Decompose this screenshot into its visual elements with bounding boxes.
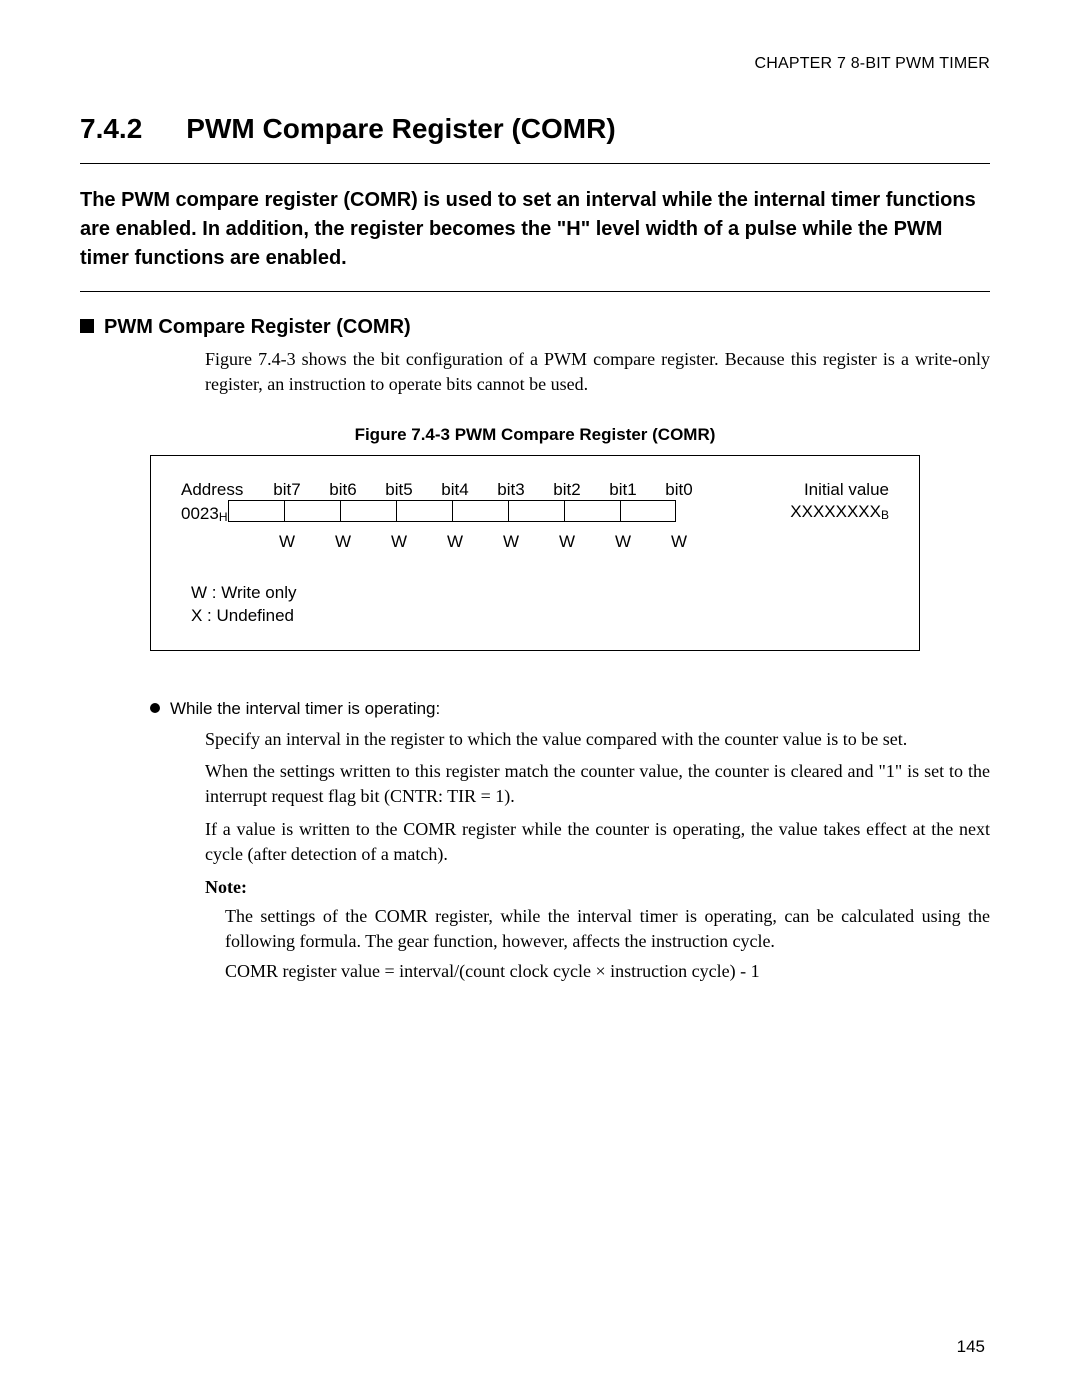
paragraph: When the settings written to this regist… — [205, 759, 990, 809]
rw-cell: W — [539, 532, 595, 552]
section-title: PWM Compare Register (COMR) — [186, 113, 615, 145]
rw-cell: W — [483, 532, 539, 552]
section-number: 7.4.2 — [80, 113, 142, 145]
figure-caption: Figure 7.4-3 PWM Compare Register (COMR) — [80, 425, 990, 445]
figure-legend: W : Write only X : Undefined — [191, 582, 889, 628]
bit-box — [564, 500, 620, 522]
running-header: CHAPTER 7 8-BIT PWM TIMER — [80, 55, 990, 73]
circle-bullet-icon — [150, 703, 160, 713]
bit-box — [620, 500, 676, 522]
bit-label: bit1 — [595, 480, 651, 500]
register-figure: Address bit7 bit6 bit5 bit4 bit3 bit2 bi… — [150, 455, 920, 651]
subheading: PWM Compare Register (COMR) — [80, 316, 990, 339]
bit-label-row: Address bit7 bit6 bit5 bit4 bit3 bit2 bi… — [181, 480, 889, 500]
bit-box — [340, 500, 396, 522]
page: CHAPTER 7 8-BIT PWM TIMER 7.4.2 PWM Comp… — [0, 0, 1080, 1397]
bit-label: bit3 — [483, 480, 539, 500]
description-1: Figure 7.4-3 shows the bit configuration… — [205, 347, 990, 397]
address-value-text: 0023 — [181, 504, 219, 523]
bit-label: bit7 — [259, 480, 315, 500]
bit-label: bit6 — [315, 480, 371, 500]
legend-w: W : Write only — [191, 582, 889, 605]
address-value: 0023H — [181, 504, 228, 524]
rw-cell: W — [651, 532, 707, 552]
rw-cell: W — [371, 532, 427, 552]
bullet-text: While the interval timer is operating: — [170, 699, 440, 718]
paragraph: Specify an interval in the register to w… — [205, 727, 990, 752]
bit-box — [452, 500, 508, 522]
bit-label: bit0 — [651, 480, 707, 500]
bit-boxes — [228, 500, 676, 522]
rw-cell: W — [595, 532, 651, 552]
rule-top — [80, 163, 990, 164]
initial-value-text: XXXXXXXX — [790, 502, 881, 521]
note-label: Note: — [205, 877, 990, 898]
note-paragraph: The settings of the COMR register, while… — [225, 904, 990, 954]
rw-cell: W — [427, 532, 483, 552]
initial-value: XXXXXXXXB — [676, 502, 890, 522]
address-label: Address — [181, 480, 259, 500]
intro-paragraph: The PWM compare register (COMR) is used … — [80, 186, 990, 273]
paragraph: If a value is written to the COMR regist… — [205, 817, 990, 867]
page-number: 145 — [957, 1337, 985, 1357]
rw-cell: W — [315, 532, 371, 552]
formula: COMR register value = interval/(count cl… — [225, 961, 990, 982]
bit-box — [228, 500, 284, 522]
rw-row: W W W W W W W W — [259, 532, 889, 552]
bit-label: bit5 — [371, 480, 427, 500]
subheading-text: PWM Compare Register (COMR) — [104, 316, 411, 338]
bit-box — [396, 500, 452, 522]
square-bullet-icon — [80, 319, 94, 333]
legend-x: X : Undefined — [191, 605, 889, 628]
section-heading: 7.4.2 PWM Compare Register (COMR) — [80, 113, 990, 145]
bit-label: bit4 — [427, 480, 483, 500]
bullet-heading: While the interval timer is operating: — [150, 699, 990, 719]
rw-cell: W — [259, 532, 315, 552]
rule-bottom — [80, 291, 990, 292]
address-subscript: H — [219, 510, 228, 524]
initial-value-subscript: B — [881, 508, 889, 522]
bit-box — [284, 500, 340, 522]
initial-value-label: Initial value — [707, 480, 889, 500]
bit-box — [508, 500, 564, 522]
bit-label: bit2 — [539, 480, 595, 500]
